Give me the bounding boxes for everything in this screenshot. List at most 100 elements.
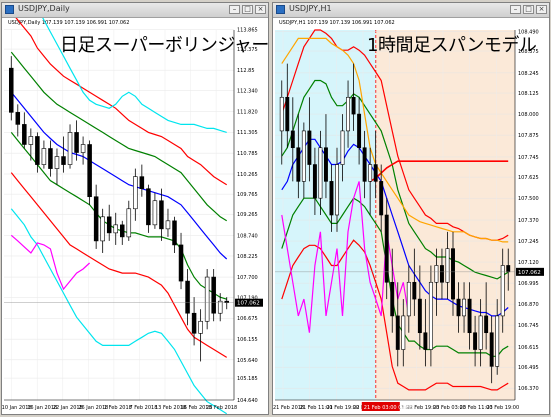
- candle: [290, 97, 295, 182]
- candle-body: [478, 315, 483, 350]
- daily-overlay-title: 日足スーパーボリンジャー: [60, 35, 269, 56]
- price-tick-label: 106.675: [237, 316, 258, 322]
- candle-body: [379, 181, 384, 216]
- candle: [35, 132, 40, 173]
- candle: [406, 265, 411, 333]
- price-tick-label: 107.875: [518, 133, 539, 139]
- candle-body: [462, 298, 467, 317]
- candle: [462, 282, 467, 333]
- series-sigma1-upper: [281, 79, 509, 280]
- candle: [74, 120, 79, 161]
- candle: [106, 204, 112, 241]
- price-tick-label: 106.155: [237, 337, 258, 343]
- candle-body: [307, 130, 312, 165]
- h1-overlay-title: 1時間足スパンモデル: [367, 35, 537, 56]
- price-tick-label: 107.745: [518, 155, 539, 161]
- daily-chart-canvas[interactable]: 113.865 113.375 112.85 112.340 111.820 111.30…: [2, 18, 268, 414]
- price-tick-label: 108.490: [518, 30, 539, 36]
- price-tick-label: 111.305: [237, 130, 258, 136]
- candle: [368, 147, 373, 215]
- candle: [456, 282, 461, 333]
- price-tick-label: 106.870: [518, 302, 539, 308]
- candle: [379, 164, 384, 232]
- daily-chart-window[interactable]: USDJPY,Daily – □ × USDJPY,Daily 107.139 …: [1, 2, 269, 415]
- candle-body: [340, 130, 345, 165]
- daily-chart-titlebar[interactable]: USDJPY,Daily – □ ×: [2, 3, 268, 18]
- current-price-box: [516, 267, 544, 276]
- candle: [323, 114, 328, 199]
- candle: [279, 80, 284, 165]
- price-tick-label: 106.615: [518, 345, 539, 351]
- current-price-label: 107.062: [237, 301, 260, 307]
- time-tick-label: 23 Feb 2018: [206, 405, 237, 411]
- price-tick-label: 106.370: [518, 386, 539, 392]
- candle: [146, 184, 151, 233]
- candle-body: [390, 281, 395, 317]
- candle-body: [423, 332, 428, 350]
- candle-body: [285, 96, 290, 132]
- candle: [93, 184, 99, 249]
- candle-body: [211, 276, 216, 314]
- candle-body: [428, 281, 433, 350]
- candle-body: [61, 156, 66, 165]
- candle-body: [412, 281, 417, 300]
- h1-chart-titlebar[interactable]: USDJPY,H1 – □ ×: [273, 3, 549, 18]
- candle: [159, 188, 164, 241]
- candle-body: [165, 220, 171, 230]
- price-tick-label: 107.245: [518, 239, 539, 245]
- time-tick-label: 10 Jan 2018: [2, 405, 32, 411]
- candle-body: [159, 200, 164, 230]
- candle-body: [191, 312, 197, 334]
- series-span-red-level: [369, 160, 509, 183]
- candle: [318, 130, 323, 215]
- candle-body: [329, 181, 334, 216]
- candle: [54, 148, 60, 185]
- price-tick-label: 110.785: [237, 151, 258, 157]
- candle: [312, 147, 317, 215]
- maximize-button[interactable]: □: [242, 5, 253, 14]
- time-tick-label: 21 Feb 19:00: [326, 405, 359, 411]
- candle: [126, 200, 132, 241]
- candle: [401, 299, 406, 367]
- candle-body: [312, 164, 317, 199]
- time-tick-label: 16 Feb 2018: [181, 405, 212, 411]
- price-tick-label: 108.245: [518, 71, 539, 77]
- candle-body: [473, 332, 478, 350]
- maximize-button[interactable]: □: [523, 5, 534, 14]
- candle-body: [373, 164, 378, 182]
- price-tick-label: 105.640: [237, 358, 258, 364]
- candle-body: [495, 315, 500, 367]
- h1-chart-window[interactable]: USDJPY,H1 – □ × USDJPY,H1 107.139 107.13…: [272, 2, 550, 415]
- minimize-button[interactable]: –: [510, 5, 521, 14]
- price-tick-label: 106.495: [518, 365, 539, 371]
- candle-body: [406, 281, 411, 317]
- candle: [204, 269, 210, 330]
- candle-body: [489, 332, 494, 367]
- minimize-button[interactable]: –: [229, 5, 240, 14]
- candle: [484, 282, 489, 350]
- h1-window-title: USDJPY,H1: [289, 4, 332, 13]
- price-tick-label: 108.225: [237, 254, 258, 260]
- candle: [417, 265, 422, 350]
- h1-chart-canvas[interactable]: 108.490 108.375 108.245 108.125 108.000 107.8…: [273, 18, 549, 414]
- candle: [15, 104, 21, 137]
- candle: [395, 282, 400, 367]
- candle-body: [456, 298, 461, 317]
- price-tick-label: 112.340: [237, 89, 258, 95]
- candle-body: [106, 216, 112, 234]
- candle-body: [152, 200, 158, 226]
- candle: [340, 114, 345, 182]
- series-sigma2-lower: [281, 239, 509, 391]
- close-button[interactable]: ×: [536, 5, 547, 14]
- candle-body: [9, 67, 14, 113]
- candle: [478, 299, 483, 367]
- candle-body: [35, 136, 40, 165]
- candle: [500, 248, 505, 333]
- close-button[interactable]: ×: [255, 5, 266, 14]
- time-tick-label: 23 Feb 11:00: [460, 405, 493, 411]
- candle: [285, 63, 290, 148]
- series-span-orange-upper: [281, 37, 509, 243]
- candle-body: [384, 214, 389, 283]
- candle: [178, 232, 184, 290]
- candle: [152, 192, 158, 229]
